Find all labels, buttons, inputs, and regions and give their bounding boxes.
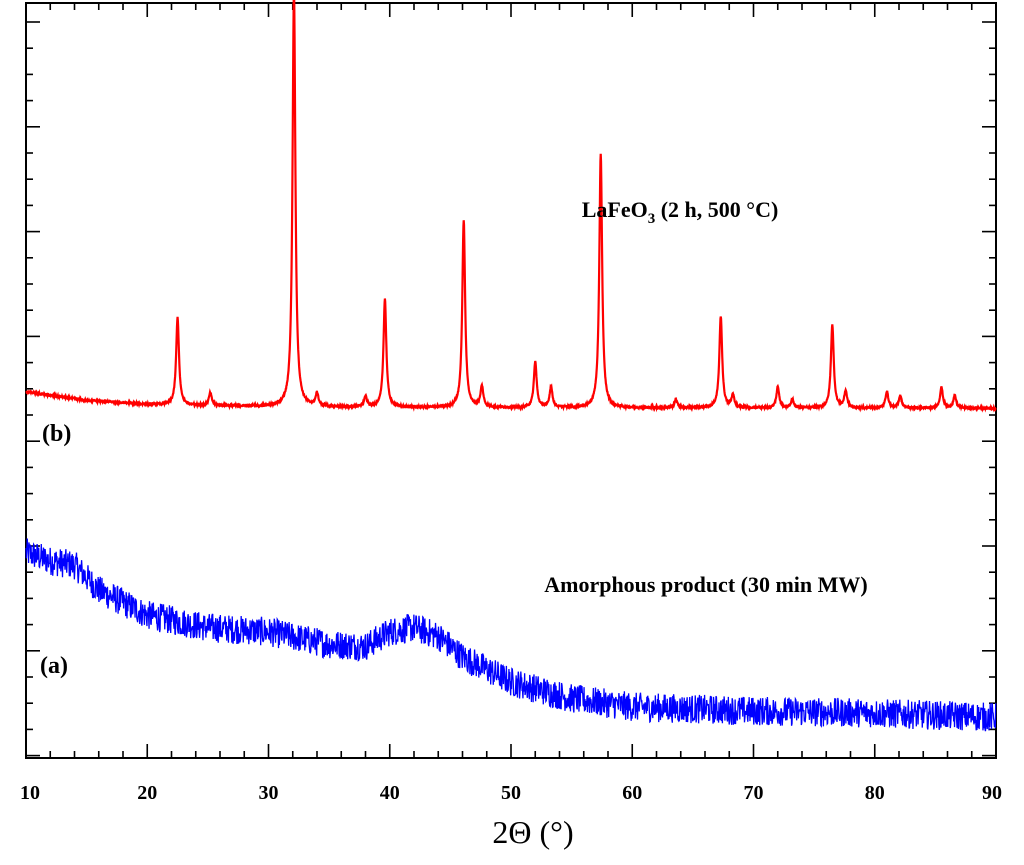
series-b-annotation-sub: 3	[648, 211, 656, 227]
x-tick-label: 40	[380, 782, 400, 804]
series-b-annotation: LaFeO3 (2 h, 500 °C)	[582, 197, 779, 227]
plot-frame	[25, 2, 997, 759]
x-tick-label: 70	[744, 782, 764, 804]
series-layer	[25, 0, 997, 732]
axis-ticks	[25, 3, 997, 758]
x-tick-label: 90	[982, 782, 1002, 804]
x-tick-label: 30	[259, 782, 279, 804]
series-a-annotation: Amorphous product (30 min MW)	[544, 572, 868, 597]
series-b-label: (b)	[42, 421, 71, 447]
x-tick-label: 50	[501, 782, 521, 804]
x-tick-label: 10	[20, 782, 40, 804]
x-axis-title: 2Θ (°)	[492, 814, 573, 850]
series-a-trace	[25, 538, 997, 732]
series-a-label: (a)	[40, 653, 68, 679]
series-b-trace	[25, 0, 997, 413]
x-tick-labels: 10 20 30 40 50 60 70 80 90	[20, 782, 1002, 804]
x-tick-label: 20	[137, 782, 157, 804]
series-b-annotation-rest: (2 h, 500 °C)	[655, 197, 778, 222]
x-tick-label: 80	[865, 782, 885, 804]
series-b-annotation-main: LaFeO	[582, 197, 648, 222]
x-tick-label: 60	[622, 782, 642, 804]
